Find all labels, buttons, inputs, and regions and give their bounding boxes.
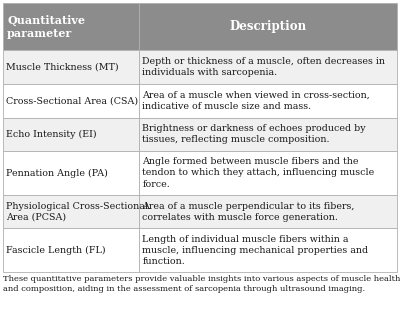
Text: Cross-Sectional Area (CSA): Cross-Sectional Area (CSA) [6, 96, 138, 105]
Bar [139, 151, 397, 195]
Bar [3, 228, 139, 272]
Text: Quantitative
parameter: Quantitative parameter [7, 14, 85, 39]
Text: Length of individual muscle fibers within a
muscle, influencing mechanical prope: Length of individual muscle fibers withi… [142, 234, 368, 266]
Text: Description: Description [229, 20, 306, 33]
Bar [139, 51, 397, 84]
Bar [3, 84, 139, 118]
Text: Fascicle Length (FL): Fascicle Length (FL) [6, 245, 106, 255]
Text: Muscle Thickness (MT): Muscle Thickness (MT) [6, 63, 119, 72]
Bar [3, 195, 139, 228]
Text: Angle formed between muscle fibers and the
tendon to which they attach, influenc: Angle formed between muscle fibers and t… [142, 157, 374, 189]
Text: Area of a muscle when viewed in cross-section,
indicative of muscle size and mas: Area of a muscle when viewed in cross-se… [142, 91, 370, 111]
Text: Brightness or darkness of echoes produced by
tissues, reflecting muscle composit: Brightness or darkness of echoes produce… [142, 124, 366, 144]
Text: Physiological Cross-Sectional
Area (PCSA): Physiological Cross-Sectional Area (PCSA… [6, 202, 148, 222]
Bar [3, 3, 139, 51]
Bar [139, 3, 397, 51]
Text: Echo Intensity (EI): Echo Intensity (EI) [6, 130, 97, 139]
Bar [139, 84, 397, 118]
Bar [3, 51, 139, 84]
Text: Pennation Angle (PA): Pennation Angle (PA) [6, 169, 108, 177]
Text: Depth or thickness of a muscle, often decreases in
individuals with sarcopenia.: Depth or thickness of a muscle, often de… [142, 57, 385, 77]
Text: Area of a muscle perpendicular to its fibers,
correlates with muscle force gener: Area of a muscle perpendicular to its fi… [142, 202, 354, 222]
Bar [139, 195, 397, 228]
Bar [139, 118, 397, 151]
Bar [3, 151, 139, 195]
Text: These quantitative parameters provide valuable insights into various aspects of : These quantitative parameters provide va… [3, 275, 400, 293]
Bar [139, 228, 397, 272]
Bar [3, 118, 139, 151]
